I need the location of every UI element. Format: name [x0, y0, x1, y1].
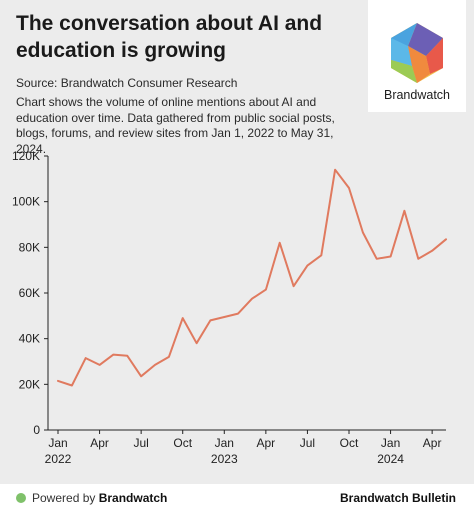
x-tick-label: Oct	[173, 436, 192, 450]
brandwatch-logo-text: Brandwatch	[383, 88, 450, 102]
x-tick-year-label: 2023	[211, 452, 238, 466]
page-title: The conversation about AI and education …	[16, 12, 323, 62]
series-line-0	[57, 168, 447, 387]
x-tick-label: Jul	[133, 436, 148, 450]
footer-bar: Powered by Brandwatch Brandwatch Bulleti…	[0, 484, 474, 512]
powered-by[interactable]: Powered by Brandwatch	[16, 491, 167, 505]
brandwatch-dot-icon	[16, 493, 26, 503]
x-tick-label: Jan	[48, 436, 67, 450]
x-tick-label: Apr	[257, 436, 276, 450]
x-tick-label: Apr	[423, 436, 442, 450]
brandwatch-hexagon-logo-icon	[391, 23, 443, 83]
x-tick-year-label: 2024	[377, 452, 404, 466]
powered-by-prefix: Powered by	[32, 491, 99, 505]
x-tick-label: Jan	[381, 436, 400, 450]
x-tick-label: Jul	[300, 436, 315, 450]
x-tick-label: Oct	[340, 436, 359, 450]
y-tick-label: 0	[33, 423, 40, 437]
chart-description: Chart shows the volume of online mention…	[16, 95, 335, 156]
brandwatch-logo-card[interactable]: Brandwatch	[368, 0, 466, 112]
line-chart: 0 20K 40K 60K 80K 100K 120K Jan 2022 Apr Jul Oct Jan…	[12, 149, 447, 466]
y-tick-label: 60K	[19, 286, 40, 300]
x-tick-label: Apr	[90, 436, 109, 450]
y-tick-label: 40K	[19, 332, 40, 346]
y-tick-label: 80K	[19, 240, 40, 254]
y-tick-label: 20K	[19, 377, 40, 391]
x-tick-label: Jan	[215, 436, 234, 450]
x-tick-year-label: 2022	[45, 452, 72, 466]
source-label: Source: Brandwatch Consumer Research	[16, 76, 238, 90]
powered-by-brand: Brandwatch	[98, 491, 168, 505]
brandwatch-bulletin-label: Brandwatch Bulletin	[339, 491, 456, 505]
y-tick-label: 120K	[12, 149, 40, 163]
y-tick-label: 100K	[12, 195, 40, 209]
